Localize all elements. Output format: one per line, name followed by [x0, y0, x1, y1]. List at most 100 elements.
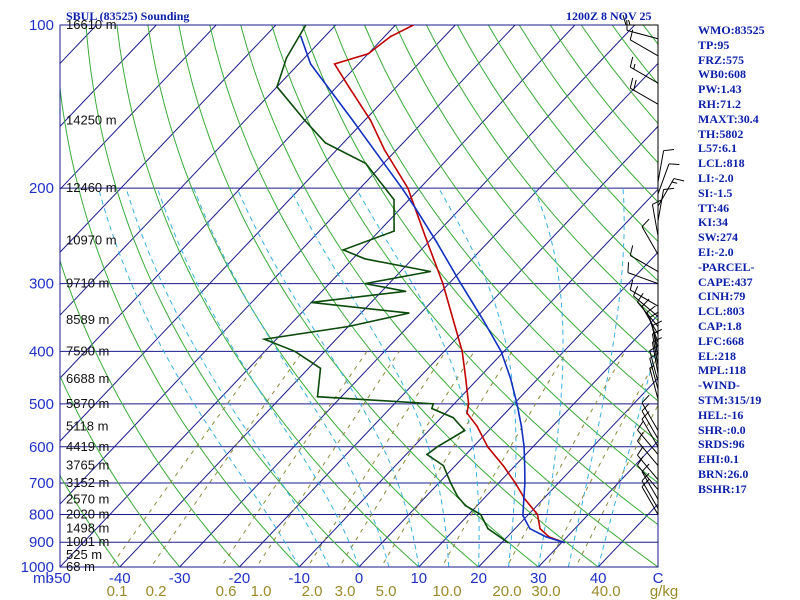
temperature-tick-label: -40: [109, 570, 131, 587]
moist-adiabat: [236, 188, 420, 567]
param-item: EL:218: [698, 348, 737, 363]
temperature-tick-label: 40: [590, 570, 607, 587]
parcel-point: [459, 282, 462, 285]
dry-adiabat: [178, 25, 540, 567]
mixing-ratio-line: [506, 351, 626, 567]
wind-barb-flag: [663, 187, 674, 191]
pressure-tick-label: 1000: [21, 559, 54, 576]
wind-barb: [630, 255, 659, 272]
wind-barb: [657, 150, 665, 183]
dewpoint-point: [324, 142, 327, 144]
temperature-point: [333, 63, 336, 65]
dewpoint-point: [431, 407, 433, 410]
moist-adiabat: [533, 188, 564, 567]
param-item: CAP:1.8: [698, 318, 742, 333]
sounding-indices-panel: WMO:83525 TP:95 FRZ:575 WB0:608 PW:1.43 RH:71…: [698, 23, 765, 497]
dry-adiabat: [85, 25, 360, 567]
param-item: MAXT:30.4: [698, 111, 759, 126]
wind-barb: [657, 178, 675, 207]
temperature-point: [465, 378, 467, 380]
dry-adiabat: [767, 25, 800, 579]
pressure-tick-label: 300: [29, 276, 54, 293]
temperature-point: [442, 282, 444, 285]
parcel-point: [309, 63, 312, 65]
pressure-tick-label: 100: [29, 17, 54, 34]
wind-barb-flag: [637, 446, 644, 456]
wind-barb: [637, 454, 659, 480]
temperature-tick-label: -30: [169, 570, 191, 587]
dewpoint-point: [452, 416, 454, 419]
mixing-ratio-label: 40.0: [591, 583, 620, 600]
parcel-point: [401, 187, 403, 189]
dewpoint-point: [304, 119, 306, 122]
moist-adiabat: [156, 188, 360, 567]
moist-adiabat: [98, 188, 300, 567]
dewpoint-point: [507, 541, 509, 544]
height-label: 6688 m: [66, 371, 109, 386]
height-label: 5870 m: [66, 396, 109, 411]
dewpoint-point: [276, 85, 278, 88]
mixing-ratio-label: 10.0: [432, 583, 461, 600]
height-label: 1001 m: [66, 534, 109, 549]
wind-barb-flag: [649, 352, 659, 359]
param-item: FRZ:575: [698, 52, 744, 67]
pressure-unit-label: mb: [33, 570, 54, 587]
temperature-tick-label: 10: [410, 570, 427, 587]
mixing-ratio-label: 2.0: [302, 583, 323, 600]
wind-barb: [649, 358, 659, 390]
wind-barbs: [622, 14, 685, 515]
parcel-point: [522, 514, 524, 517]
parcel-point: [545, 536, 547, 538]
height-label: 16610 m: [66, 17, 117, 32]
temperature-tick-label: 20: [470, 570, 487, 587]
wind-barb: [637, 429, 659, 455]
wind-barb: [630, 66, 659, 84]
param-item: HEL:-16: [698, 407, 744, 422]
dry-adiabat: [302, 25, 658, 484]
isotherm-line: [538, 440, 658, 567]
dry-adiabat: [147, 25, 480, 567]
param-item: -WIND-: [698, 378, 740, 393]
moist-adiabat: [289, 187, 450, 567]
isotherm-line: [418, 314, 658, 567]
mixing-ratio-label: 5.0: [376, 583, 397, 600]
wind-barb-flag: [652, 328, 662, 335]
param-item: TH:5802: [698, 126, 744, 141]
parcel-line: [300, 36, 565, 544]
temperature-point: [502, 464, 504, 467]
mixing-ratio-line: [546, 355, 658, 567]
param-item: BSHR:17: [698, 481, 747, 496]
mixing-ratio-label: 3.0: [335, 583, 356, 600]
dry-adiabat: [271, 25, 658, 526]
mixing-ratio-line: [150, 351, 304, 567]
wind-barb-flag: [633, 63, 636, 70]
wind-barb-flag: [641, 403, 650, 412]
isotherm-line: [119, 25, 636, 567]
dewpoint-point: [408, 312, 410, 314]
mixing-ratio-label: 1.0: [251, 583, 272, 600]
wind-barb-flag: [637, 420, 644, 431]
wind-barb-flag: [641, 478, 650, 488]
dewpoint-point: [463, 429, 466, 432]
background-lines: [60, 25, 800, 579]
param-item: RH:71.2: [698, 96, 741, 111]
parcel-point: [520, 425, 523, 428]
dewpoint-point: [319, 367, 322, 370]
param-item: -PARCEL-: [698, 259, 755, 274]
param-item: PW:1.43: [698, 82, 742, 97]
parcel-point: [500, 350, 502, 353]
param-item: EHI:0.1: [698, 452, 740, 467]
temperature-tick-label: -50: [49, 570, 71, 587]
temperature-point: [452, 319, 455, 321]
temperature-point: [461, 350, 464, 353]
parcel-point: [522, 498, 525, 501]
height-label: 14250 m: [66, 112, 117, 127]
wind-barb-flag: [641, 463, 650, 472]
param-item: SI:-1.5: [698, 185, 733, 200]
temperature-point: [367, 52, 369, 55]
param-item: SHR-:0.0: [698, 422, 746, 437]
dewpoint-point: [393, 198, 395, 201]
dewpoint-point: [404, 290, 407, 293]
wind-barb-flag: [637, 456, 644, 466]
